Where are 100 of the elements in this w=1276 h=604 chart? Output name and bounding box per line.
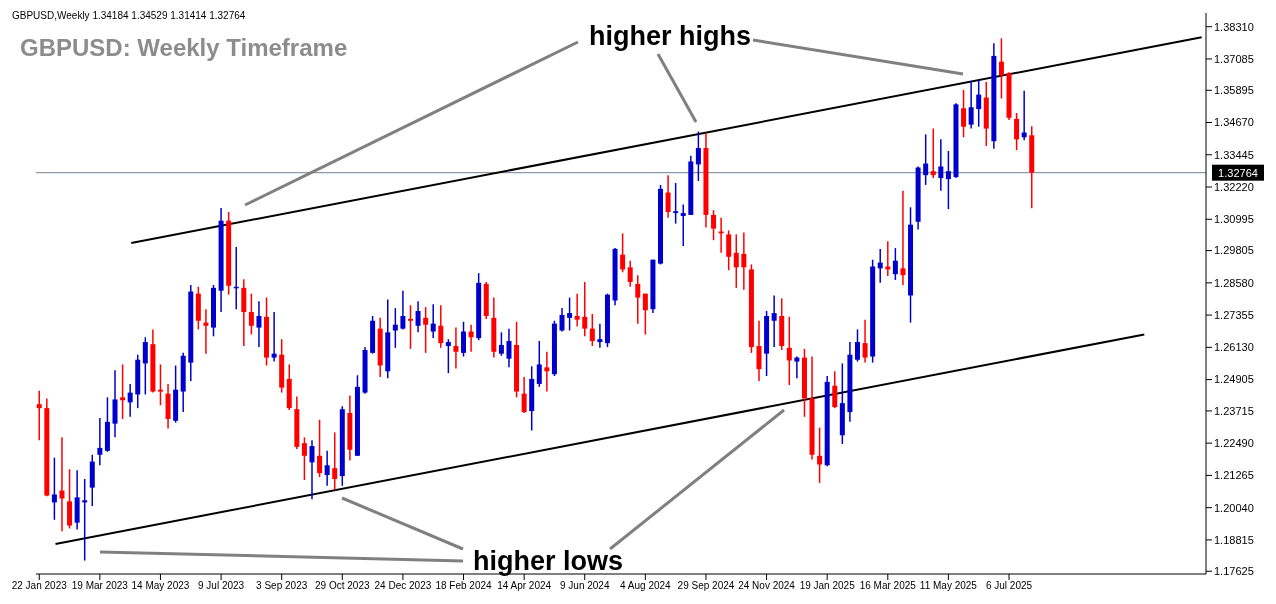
candlestick — [142, 336, 148, 396]
annotation: higher highs — [589, 21, 751, 51]
candlestick — [544, 351, 550, 393]
candlestick — [271, 311, 277, 363]
candlestick — [680, 203, 686, 247]
x-tick-label: 11 May 2025 — [919, 580, 978, 592]
candlestick — [786, 316, 792, 386]
candlestick — [900, 189, 906, 286]
candlestick — [559, 307, 565, 333]
x-tick-label: 24 Dec 2023 — [374, 580, 432, 592]
y-tick-label: 1.23715 — [1214, 404, 1254, 417]
candlestick — [582, 281, 588, 338]
candlestick — [423, 306, 429, 354]
candlestick — [438, 304, 444, 349]
y-tick-label: 1.24905 — [1214, 373, 1254, 386]
ref-line-label: 1.32764 — [1218, 166, 1258, 179]
candlestick — [961, 89, 967, 139]
candlestick — [976, 79, 982, 128]
y-tick-label: 1.17625 — [1214, 565, 1254, 578]
candlestick — [862, 318, 868, 364]
candlestick — [756, 320, 762, 382]
x-tick-label: 19 Mar 2023 — [71, 580, 129, 592]
y-tick-label: 1.34670 — [1214, 116, 1254, 129]
candlestick — [256, 300, 262, 348]
x-tick-label: 3 Sep 2023 — [256, 580, 308, 592]
candlestick — [711, 209, 717, 241]
y-tick-label: 1.29805 — [1214, 244, 1254, 257]
candlestick — [324, 450, 330, 487]
x-tick-label: 29 Oct 2023 — [315, 580, 370, 592]
candlestick — [498, 331, 504, 357]
y-tick-label: 1.26130 — [1214, 341, 1254, 354]
y-tick-label: 1.28580 — [1214, 276, 1254, 289]
candlestick — [817, 426, 823, 484]
candlestick — [309, 439, 315, 500]
y-tick-label: 1.21265 — [1214, 469, 1254, 482]
candlestick — [597, 322, 603, 349]
candlestick — [400, 289, 406, 331]
x-tick-label: 6 Jul 2025 — [985, 580, 1033, 592]
candlestick — [923, 133, 929, 186]
y-tick-label: 1.20040 — [1214, 501, 1254, 514]
y-tick-label: 1.27355 — [1214, 308, 1254, 321]
candlestick — [461, 321, 467, 358]
candlestick — [97, 417, 103, 467]
candlestick — [248, 292, 254, 336]
annotation: higher lows — [472, 546, 624, 576]
candlestick — [567, 296, 573, 332]
candlestick — [317, 418, 323, 478]
candlestick — [673, 182, 679, 225]
x-tick-label: 9 Jun 2024 — [559, 580, 610, 592]
candlestick — [998, 37, 1004, 100]
candlestick — [203, 308, 209, 355]
x-tick-label: 14 May 2023 — [131, 580, 190, 592]
x-tick-label: 22 Jan 2023 — [11, 580, 68, 592]
candlestick — [665, 174, 671, 219]
candlestick — [627, 259, 633, 288]
candlestick — [51, 456, 57, 521]
candlestick — [574, 292, 580, 328]
candlestick — [536, 340, 542, 388]
x-tick-label: 24 Nov 2024 — [738, 580, 796, 592]
candlestick — [794, 355, 800, 379]
x-tick-label: 19 Jan 2025 — [799, 580, 856, 592]
candlestick — [127, 383, 133, 418]
candlestick — [36, 390, 42, 442]
x-tick-label: 9 Jul 2023 — [198, 580, 245, 592]
candlestick — [407, 304, 413, 350]
candlestick — [445, 338, 451, 374]
candlestick — [854, 328, 860, 363]
candlestick — [832, 370, 838, 409]
candlestick — [642, 292, 648, 336]
y-tick-label: 1.18815 — [1214, 533, 1254, 546]
candlestick — [726, 229, 732, 271]
candlestick — [301, 436, 307, 481]
candlestick — [430, 303, 436, 339]
y-tick-label: 1.22490 — [1214, 437, 1254, 450]
candlestick — [635, 274, 641, 325]
candlestick — [157, 363, 163, 406]
y-tick-label: 1.37085 — [1214, 52, 1254, 65]
y-tick-label: 1.38310 — [1214, 20, 1254, 33]
candlestick — [930, 127, 936, 179]
x-tick-label: 29 Sep 2024 — [677, 580, 735, 592]
candlestick — [771, 294, 777, 348]
candlestick — [968, 80, 974, 130]
x-tick-label: 18 Feb 2024 — [435, 580, 493, 592]
candlestick — [521, 376, 527, 414]
candlestick — [415, 300, 421, 334]
candlestick — [453, 326, 459, 370]
candlestick — [589, 313, 595, 347]
y-tick-label: 1.33445 — [1214, 148, 1254, 161]
text: GBPUSD: Weekly Timeframe — [20, 34, 348, 62]
x-tick-label: 4 Aug 2024 — [620, 580, 672, 592]
candlestick — [892, 247, 898, 281]
candlestick — [945, 150, 951, 210]
y-tick-label: 1.35895 — [1214, 84, 1254, 97]
chart-subtitle: GBPUSD,Weekly 1.34184 1.34529 1.31414 1.32764 — [12, 10, 246, 21]
y-tick-label: 1.32220 — [1214, 180, 1254, 193]
x-tick-label: 14 Apr 2024 — [497, 580, 552, 592]
x-tick-label: 16 Mar 2025 — [859, 580, 917, 592]
candlestick — [120, 363, 126, 420]
candlestick — [741, 231, 747, 291]
candlestick — [733, 233, 739, 289]
